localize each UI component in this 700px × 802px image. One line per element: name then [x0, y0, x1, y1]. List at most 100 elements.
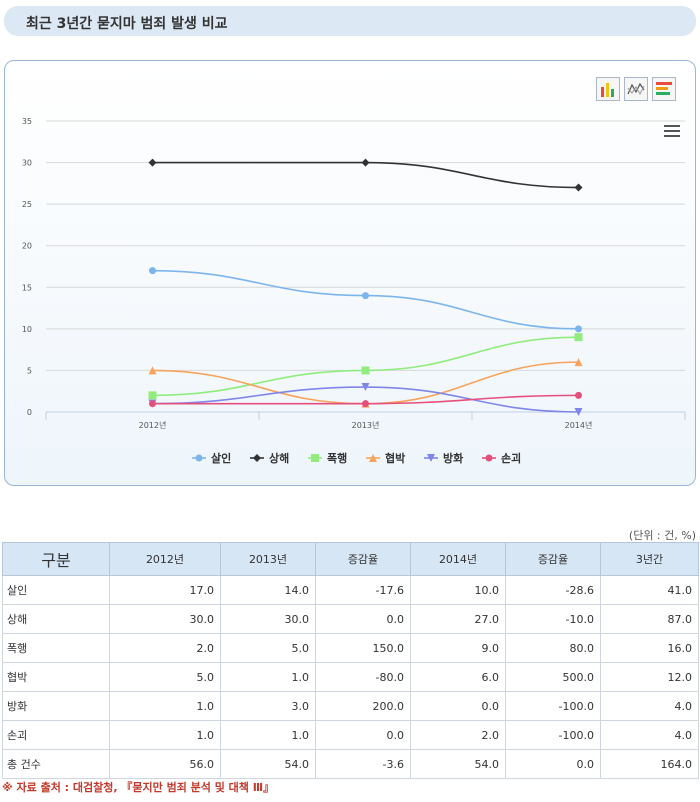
data-point [148, 391, 157, 400]
table-row: 총 건수 56.0 54.0 -3.6 54.0 0.0 164.0 [2, 749, 699, 779]
legend-item: 방화 [443, 451, 463, 465]
table-cell: -80.0 [315, 662, 411, 692]
table-header: 2014년 [410, 542, 506, 576]
table-cell: 0.0 [315, 720, 411, 750]
data-point [361, 383, 370, 392]
row-label: 협박 [2, 662, 110, 692]
line-chart-icon[interactable] [624, 77, 648, 101]
x-tick-label: 2014년 [565, 420, 593, 430]
unit-label: (단위 : 건, %) [628, 529, 696, 542]
data-point [575, 325, 582, 333]
data-point [361, 158, 370, 167]
table-cell: 54.0 [220, 749, 316, 779]
row-label: 손괴 [2, 720, 110, 750]
table-cell: 56.0 [109, 749, 221, 779]
table-row: 살인 17.0 14.0 -17.6 10.0 -28.6 41.0 [2, 575, 699, 605]
legend-marker [311, 454, 319, 462]
legend-item: 살인 [211, 451, 231, 465]
legend-item: 협박 [385, 451, 405, 465]
table-cell: 27.0 [410, 604, 506, 634]
table-header: 2012년 [109, 542, 221, 576]
y-tick-label: 35 [22, 117, 32, 126]
data-point [574, 333, 583, 342]
legend-marker [427, 454, 435, 462]
table-cell: 6.0 [410, 662, 506, 692]
data-point [574, 183, 583, 192]
table-cell: -28.6 [505, 575, 601, 605]
legend-item: 폭행 [327, 451, 347, 465]
table-cell: 2.0 [109, 633, 221, 663]
row-label: 총 건수 [2, 749, 110, 779]
table-cell: 164.0 [600, 749, 699, 779]
data-point [362, 292, 369, 300]
legend-marker [195, 454, 203, 462]
table-row: 방화 1.0 3.0 200.0 0.0 -100.0 4.0 [2, 691, 699, 721]
table-cell: 30.0 [220, 604, 316, 634]
table-header: 2013년 [220, 542, 316, 576]
table-cell: 1.0 [220, 720, 316, 750]
menu-icon[interactable] [664, 125, 680, 140]
row-label: 방화 [2, 691, 110, 721]
data-point [148, 158, 157, 167]
horizontal-bar-chart-icon[interactable] [652, 77, 676, 101]
source-note: ※ 자료 출처 : 대검찰청, 『묻지만 범죄 분석 및 대책 Ⅲ』 [2, 781, 275, 794]
table-header: 구분 [2, 542, 110, 576]
table-cell: -10.0 [505, 604, 601, 634]
table-cell: 2.0 [410, 720, 506, 750]
table-cell: 4.0 [600, 691, 699, 721]
table-cell: 30.0 [109, 604, 221, 634]
bar-chart-icon[interactable] [596, 77, 620, 101]
data-table: 구분 2012년 2013년 증감율 2014년 증감율 3년간 살인 17.0 1… [2, 542, 699, 779]
table-cell: -17.6 [315, 575, 411, 605]
data-point [149, 267, 156, 275]
data-point [361, 366, 370, 375]
table-cell: 17.0 [109, 575, 221, 605]
table-cell: 4.0 [600, 720, 699, 750]
y-tick-label: 20 [22, 242, 32, 251]
data-point [575, 391, 582, 399]
data-point [574, 358, 583, 367]
table-cell: 5.0 [109, 662, 221, 692]
data-point [148, 366, 157, 375]
table-cell: 10.0 [410, 575, 506, 605]
table-cell: 1.0 [109, 691, 221, 721]
page-title: 최근 3년간 묻지마 범죄 발생 비교 [26, 16, 228, 32]
table-header: 증감율 [505, 542, 601, 576]
row-label: 살인 [2, 575, 110, 605]
series-line [152, 269, 579, 330]
table-cell: 5.0 [220, 633, 316, 663]
table-cell: 3.0 [220, 691, 316, 721]
table-cell: 80.0 [505, 633, 601, 663]
legend-item: 손괴 [501, 451, 521, 465]
table-cell: -100.0 [505, 720, 601, 750]
data-point [149, 400, 156, 408]
row-label: 폭행 [2, 633, 110, 663]
table-row: 폭행 2.0 5.0 150.0 9.0 80.0 16.0 [2, 633, 699, 663]
data-point [362, 400, 369, 408]
table-cell: 0.0 [505, 749, 601, 779]
legend-item: 상해 [269, 451, 289, 465]
x-tick-label: 2012년 [139, 420, 167, 430]
table-cell: 14.0 [220, 575, 316, 605]
table-row: 손괴 1.0 1.0 0.0 2.0 -100.0 4.0 [2, 720, 699, 750]
row-label: 상해 [2, 604, 110, 634]
legend-marker [485, 454, 493, 462]
table-cell: 41.0 [600, 575, 699, 605]
table-row: 상해 30.0 30.0 0.0 27.0 -10.0 87.0 [2, 604, 699, 634]
y-tick-label: 0 [27, 408, 32, 417]
table-cell: -100.0 [505, 691, 601, 721]
x-tick-label: 2013년 [352, 420, 380, 430]
legend-marker [253, 454, 261, 462]
table-cell: 1.0 [109, 720, 221, 750]
table-cell: 0.0 [410, 691, 506, 721]
table-cell: 12.0 [600, 662, 699, 692]
y-tick-label: 25 [22, 200, 32, 209]
title-bar: 최근 3년간 묻지마 범죄 발생 비교 [4, 6, 696, 36]
table-cell: 500.0 [505, 662, 601, 692]
table-cell: 1.0 [220, 662, 316, 692]
table-cell: -3.6 [315, 749, 411, 779]
table-header-row: 구분 2012년 2013년 증감율 2014년 증감율 3년간 [2, 542, 699, 576]
chart-panel: 0 5 10 15 20 25 30 35 2012년 2013년 2014년 살인 상해 폭행 협박 방화 손… [4, 60, 696, 486]
y-tick-label: 15 [22, 283, 32, 292]
